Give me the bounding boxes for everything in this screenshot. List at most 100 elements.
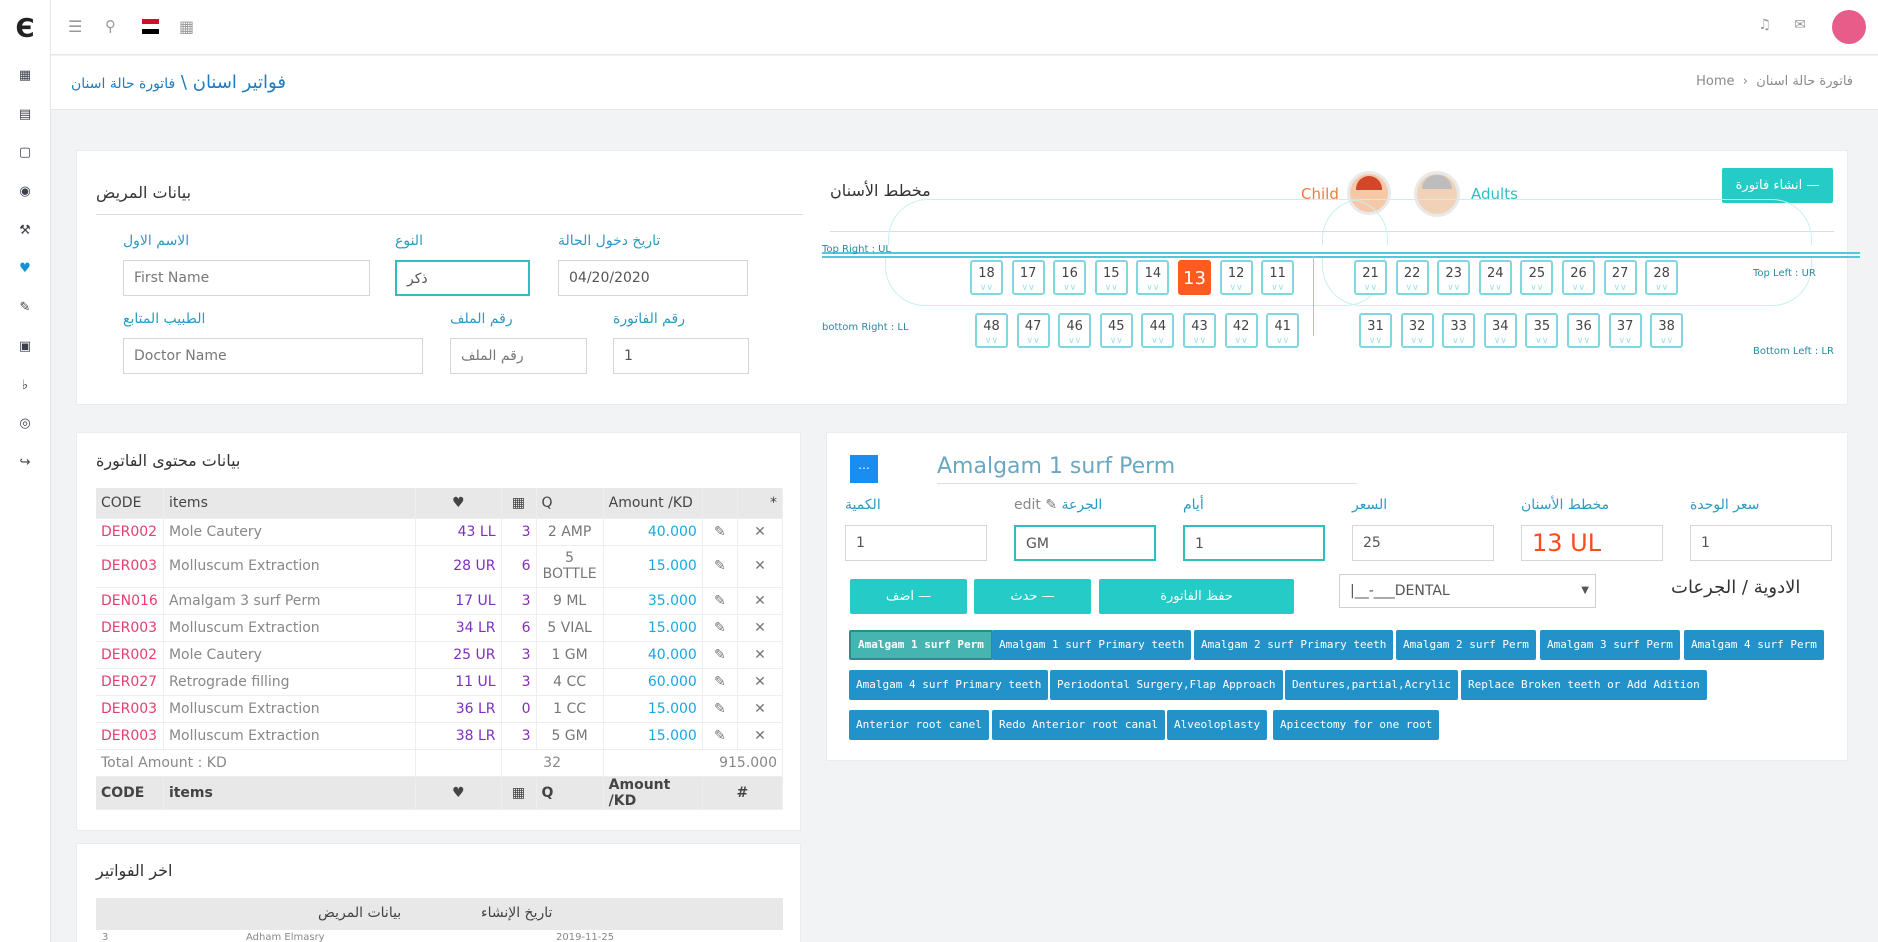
- edit-icon[interactable]: ✎: [702, 641, 738, 669]
- dose-edit[interactable]: edit: [1014, 497, 1041, 513]
- drug-button[interactable]: Amalgam 2 surf Primary teeth: [1194, 630, 1394, 660]
- delete-icon[interactable]: ✕: [737, 614, 784, 642]
- avatar[interactable]: [1832, 10, 1866, 44]
- pen-icon[interactable]: ✎: [19, 300, 31, 315]
- child-label[interactable]: Child: [1301, 185, 1339, 203]
- recent-row[interactable]: 3 Adham Elmasry 2019-11-25: [96, 930, 783, 942]
- tooth-24[interactable]: 24 ∨∨: [1478, 260, 1512, 295]
- notebook-icon[interactable]: ▢: [18, 145, 32, 160]
- tooth-44[interactable]: 44 ∨∨: [1141, 313, 1175, 348]
- tooth-31[interactable]: 31 ∨∨: [1359, 313, 1392, 348]
- category-select[interactable]: |__-___DENTAL ▼: [1339, 574, 1596, 608]
- invoice-no-input[interactable]: 1: [613, 338, 749, 374]
- mail-icon[interactable]: ✉: [1794, 17, 1806, 33]
- date-input[interactable]: 04/20/2020: [558, 260, 748, 296]
- tooth-34[interactable]: 34 ∨∨: [1483, 313, 1517, 348]
- tooth-28[interactable]: 28 ∨∨: [1645, 260, 1679, 295]
- delete-icon[interactable]: ✕: [737, 695, 784, 723]
- pen-icon[interactable]: ✎: [1045, 497, 1058, 513]
- tooth-42[interactable]: 42 ∨∨: [1224, 313, 1258, 348]
- price-input[interactable]: 25: [1352, 525, 1494, 561]
- tooth-13[interactable]: 13∨∨: [1178, 260, 1211, 295]
- drug-button[interactable]: Amalgam 2 surf Perm: [1396, 630, 1536, 660]
- tooth-14[interactable]: 14 ∨∨: [1136, 260, 1170, 295]
- drug-button[interactable]: Amalgam 4 surf Primary teeth: [849, 670, 1049, 700]
- book-icon[interactable]: ▤: [18, 107, 32, 122]
- tooth-27[interactable]: 27 ∨∨: [1603, 260, 1637, 295]
- tooth-25[interactable]: 25 ∨∨: [1520, 260, 1554, 295]
- tooth-38[interactable]: 38 ∨∨: [1650, 313, 1684, 348]
- grid-icon[interactable]: ▦: [179, 17, 195, 36]
- gavel-icon[interactable]: ⚒: [19, 223, 31, 238]
- add-button[interactable]: اضف —: [850, 579, 967, 614]
- tooth-43[interactable]: 43 ∨∨: [1183, 313, 1216, 348]
- tooth-36[interactable]: 36 ∨∨: [1567, 313, 1600, 348]
- drug-button[interactable]: Dentures,partial,Acrylic: [1285, 670, 1458, 700]
- tooth-15[interactable]: 15 ∨∨: [1094, 260, 1128, 295]
- tooth-18[interactable]: 18 ∨∨: [970, 260, 1003, 295]
- tooth-33[interactable]: 33 ∨∨: [1442, 313, 1476, 348]
- delete-icon[interactable]: ✕: [737, 722, 784, 750]
- drug-button[interactable]: Anterior root canel: [849, 710, 989, 740]
- drug-button[interactable]: Apicectomy for one root: [1273, 710, 1440, 740]
- drug-button[interactable]: Redo Anterior root canal: [992, 710, 1165, 740]
- tooth-41[interactable]: 41 ∨∨: [1266, 313, 1300, 348]
- drug-button[interactable]: Replace Broken teeth or Add Adition: [1461, 670, 1707, 700]
- flag-icon[interactable]: [142, 19, 159, 34]
- tooth-23[interactable]: 23 ∨∨: [1437, 260, 1471, 295]
- drug-button[interactable]: Amalgam 3 surf Perm: [1540, 630, 1680, 660]
- logout-icon[interactable]: ↪: [19, 455, 31, 470]
- save-invoice-button[interactable]: حفظ الفاتورة: [1099, 579, 1294, 614]
- doctor-input[interactable]: Doctor Name: [123, 338, 423, 374]
- tooth-32[interactable]: 32 ∨∨: [1400, 313, 1434, 348]
- create-invoice-button[interactable]: انشاء فاتورة —: [1722, 168, 1833, 203]
- edit-icon[interactable]: ✎: [702, 695, 738, 723]
- unit-price-input[interactable]: 1: [1690, 525, 1832, 561]
- edit-icon[interactable]: ✎: [702, 545, 738, 588]
- adult-avatar-icon[interactable]: [1414, 171, 1460, 217]
- drug-button[interactable]: Periodontal Surgery,Flap Approach: [1050, 670, 1283, 700]
- tooth-21[interactable]: 21 ∨∨: [1354, 260, 1387, 295]
- tooth-47[interactable]: 47 ∨∨: [1016, 313, 1050, 348]
- gender-select[interactable]: ذكر: [395, 260, 530, 296]
- drug-button[interactable]: Amalgam 4 surf Perm: [1684, 630, 1824, 660]
- tooth-16[interactable]: 16 ∨∨: [1053, 260, 1087, 295]
- crumb-home[interactable]: Home: [1696, 74, 1735, 89]
- edit-icon[interactable]: ✎: [702, 722, 738, 750]
- building-icon[interactable]: ▦: [18, 68, 32, 83]
- qty-input[interactable]: 1: [845, 525, 987, 561]
- dose-input[interactable]: GM: [1014, 525, 1156, 561]
- tooth-22[interactable]: 22 ∨∨: [1395, 260, 1429, 295]
- hospital-icon[interactable]: ▣: [18, 339, 32, 354]
- days-input[interactable]: 1: [1183, 525, 1325, 561]
- tooth-icon[interactable]: ♥: [19, 261, 31, 276]
- drug-button[interactable]: Alveoloplasty: [1167, 710, 1268, 740]
- edit-icon[interactable]: ✎: [702, 668, 738, 696]
- file-input[interactable]: رقم الملف: [450, 338, 587, 374]
- delete-icon[interactable]: ✕: [737, 587, 784, 615]
- edit-icon[interactable]: ✎: [702, 518, 738, 546]
- tooth-input[interactable]: 13 UL: [1521, 525, 1663, 561]
- update-button[interactable]: حدث —: [974, 579, 1091, 614]
- tooth-48[interactable]: 48 ∨∨: [975, 313, 1008, 348]
- drug-button[interactable]: Amalgam 1 surf Primary teeth: [992, 630, 1192, 660]
- delete-icon[interactable]: ✕: [737, 518, 784, 546]
- logo[interactable]: Є: [15, 14, 35, 44]
- edit-icon[interactable]: ✎: [702, 587, 738, 615]
- first-name-input[interactable]: First Name: [123, 260, 370, 296]
- globe-icon[interactable]: ◉: [19, 184, 31, 199]
- collapse-button[interactable]: ⋯: [850, 455, 878, 483]
- search-icon[interactable]: ⚲: [105, 17, 116, 35]
- menu-icon[interactable]: ☰: [68, 17, 83, 36]
- tooth-45[interactable]: 45 ∨∨: [1099, 313, 1133, 348]
- tooth-11[interactable]: 11 ∨∨: [1261, 260, 1295, 295]
- earth-icon[interactable]: ◎: [19, 416, 31, 431]
- edit-icon[interactable]: ✎: [702, 614, 738, 642]
- tooth-12[interactable]: 12 ∨∨: [1219, 260, 1253, 295]
- tooth-46[interactable]: 46 ∨∨: [1058, 313, 1092, 348]
- bell-icon[interactable]: ♭: [21, 378, 29, 393]
- tooth-26[interactable]: 26 ∨∨: [1562, 260, 1595, 295]
- adults-label[interactable]: Adults: [1471, 185, 1518, 203]
- bell-icon[interactable]: ♫: [1758, 17, 1771, 33]
- delete-icon[interactable]: ✕: [737, 545, 784, 588]
